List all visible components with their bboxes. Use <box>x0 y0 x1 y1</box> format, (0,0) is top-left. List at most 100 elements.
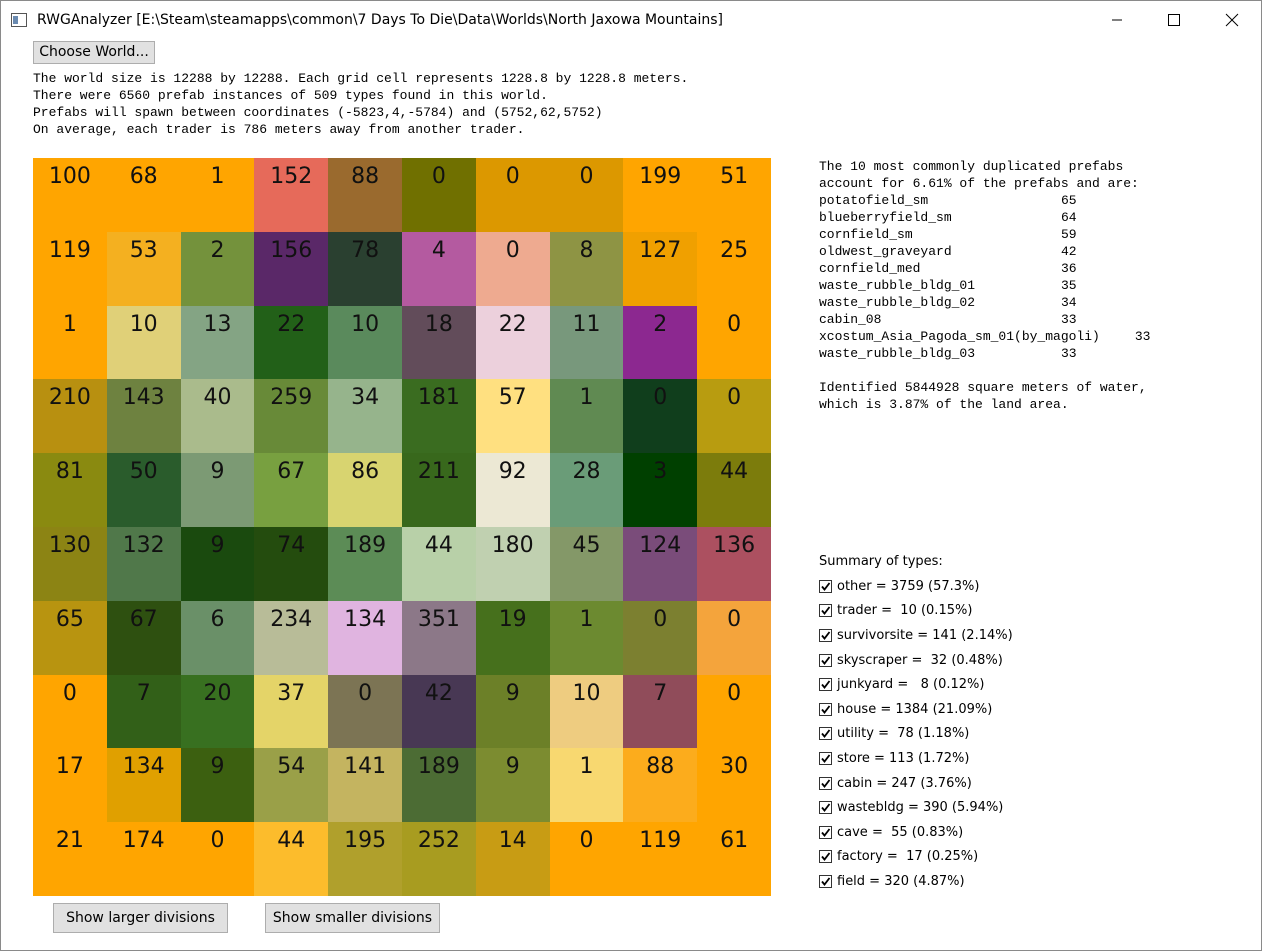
grid-cell: 74 <box>254 527 329 601</box>
choose-world-button[interactable]: Choose World... <box>33 41 155 64</box>
grid-cell: 37 <box>254 674 329 749</box>
grid-cell: 8 <box>549 231 624 306</box>
prefab-count: 33 <box>1061 312 1077 327</box>
info-text: The world size is 12288 by 12288. Each g… <box>33 70 688 138</box>
grid-cell: 2 <box>180 231 255 306</box>
prefab-row: waste_rubble_bldg_02 34 <box>819 294 1150 311</box>
info-line: Prefabs will spawn between coordinates (… <box>33 105 603 120</box>
grid-cell: 189 <box>328 527 402 601</box>
grid-cell: 210 <box>33 379 107 454</box>
grid-cell: 0 <box>623 600 698 675</box>
grid-cell: 78 <box>328 231 402 306</box>
checkbox[interactable] <box>819 850 832 864</box>
grid-cell: 44 <box>254 822 329 896</box>
checkbox[interactable] <box>819 678 832 692</box>
grid-cell: 7 <box>623 674 698 749</box>
info-line: The world size is 12288 by 12288. Each g… <box>33 71 689 86</box>
grid-cell: 86 <box>328 453 402 527</box>
prefab-row: cornfield_med 36 <box>819 260 1150 277</box>
prefab-row: waste_rubble_bldg_03 33 <box>819 345 1150 362</box>
title-bar: RWGAnalyzer [E:\Steam\steamapps\common\7… <box>1 1 1261 39</box>
checkbox[interactable] <box>819 874 832 888</box>
type-row: junkyard = 8 (0.12%) <box>819 672 1013 697</box>
grid-cell: 17 <box>33 748 107 823</box>
grid-cell: 22 <box>254 305 329 380</box>
grid-cell: 199 <box>623 158 698 232</box>
grid-cell: 18 <box>402 305 476 380</box>
grid-cell: 10 <box>106 305 181 380</box>
grid-cell: 119 <box>33 231 107 306</box>
grid-cell: 9 <box>180 748 255 823</box>
grid-cell: 181 <box>402 379 476 454</box>
grid-cell: 127 <box>623 231 698 306</box>
grid-cell: 13 <box>180 305 255 380</box>
type-row: field = 320 (4.87%) <box>819 869 1013 894</box>
prefab-count: 59 <box>1061 227 1077 242</box>
grid-cell: 25 <box>697 231 771 306</box>
grid-cell: 0 <box>697 379 771 454</box>
window-controls[interactable] <box>1101 1 1261 39</box>
type-row: survivorsite = 141 (2.14%) <box>819 623 1013 648</box>
prefab-row: oldwest_graveyard 42 <box>819 243 1150 260</box>
prefab-count: 64 <box>1061 210 1077 225</box>
grid-cell: 88 <box>328 158 402 232</box>
grid-cell: 88 <box>623 748 698 823</box>
grid-cell: 53 <box>106 231 181 306</box>
grid-cell: 9 <box>180 453 255 527</box>
prefab-row: blueberryfield_sm 64 <box>819 209 1150 226</box>
grid-cell: 195 <box>328 822 402 896</box>
grid-cell: 6 <box>180 600 255 675</box>
prefab-heading: account for 6.61% of the prefabs and are… <box>819 176 1139 191</box>
type-label: cabin = 247 (3.76%) <box>837 775 972 791</box>
checkbox[interactable] <box>819 751 832 765</box>
grid-cell: 0 <box>33 674 107 749</box>
grid-cell: 28 <box>549 453 624 527</box>
grid-cell: 92 <box>475 453 550 527</box>
checkbox[interactable] <box>819 825 832 839</box>
checkbox[interactable] <box>819 801 832 815</box>
grid-cell: 0 <box>549 158 624 232</box>
prefab-name: cornfield_sm <box>819 227 913 242</box>
grid-cell: 124 <box>623 527 698 601</box>
grid-cell: 67 <box>106 600 181 675</box>
grid-cell: 0 <box>697 600 771 675</box>
checkbox[interactable] <box>819 653 832 667</box>
type-label: field = 320 (4.87%) <box>837 873 965 889</box>
prefab-name: waste_rubble_bldg_01 <box>819 278 976 293</box>
grid-cell: 45 <box>549 527 624 601</box>
checkbox[interactable] <box>819 604 832 618</box>
grid-cell: 0 <box>623 379 698 454</box>
grid-cell: 0 <box>549 822 624 896</box>
grid-cell: 21 <box>33 822 107 896</box>
type-label: cave = 55 (0.83%) <box>837 824 964 840</box>
prefab-name: xcostum_Asia_Pagoda_sm_01(by_magoli) <box>819 329 1100 344</box>
checkbox[interactable] <box>819 776 832 790</box>
grid-cell: 1 <box>549 379 624 454</box>
type-row: cave = 55 (0.83%) <box>819 820 1013 845</box>
checkbox[interactable] <box>819 579 832 593</box>
grid-cell: 10 <box>549 674 624 749</box>
type-row: factory = 17 (0.25%) <box>819 845 1013 870</box>
prefab-count: 33 <box>1061 346 1077 361</box>
grid-cell: 0 <box>180 822 255 896</box>
larger-divisions-button[interactable]: Show larger divisions <box>53 903 228 933</box>
grid-cell: 0 <box>697 674 771 749</box>
type-row: trader = 10 (0.15%) <box>819 599 1013 624</box>
grid-cell: 44 <box>697 453 771 527</box>
smaller-divisions-button[interactable]: Show smaller divisions <box>265 903 440 933</box>
prefab-count: 36 <box>1061 261 1077 276</box>
grid-cell: 81 <box>33 453 107 527</box>
type-label: survivorsite = 141 (2.14%) <box>837 627 1013 643</box>
checkbox[interactable] <box>819 628 832 642</box>
water-line: which is 3.87% of the land area. <box>819 397 1069 412</box>
checkbox[interactable] <box>819 727 832 741</box>
type-label: trader = 10 (0.15%) <box>837 603 973 619</box>
checkbox[interactable] <box>819 702 832 716</box>
grid-cell: 2 <box>623 305 698 380</box>
prefab-heading: The 10 most commonly duplicated prefabs <box>819 159 1124 174</box>
prefab-row: cornfield_sm 59 <box>819 226 1150 243</box>
grid-cell: 132 <box>106 527 181 601</box>
type-row: cabin = 247 (3.76%) <box>819 771 1013 796</box>
grid-cell: 152 <box>254 158 329 232</box>
